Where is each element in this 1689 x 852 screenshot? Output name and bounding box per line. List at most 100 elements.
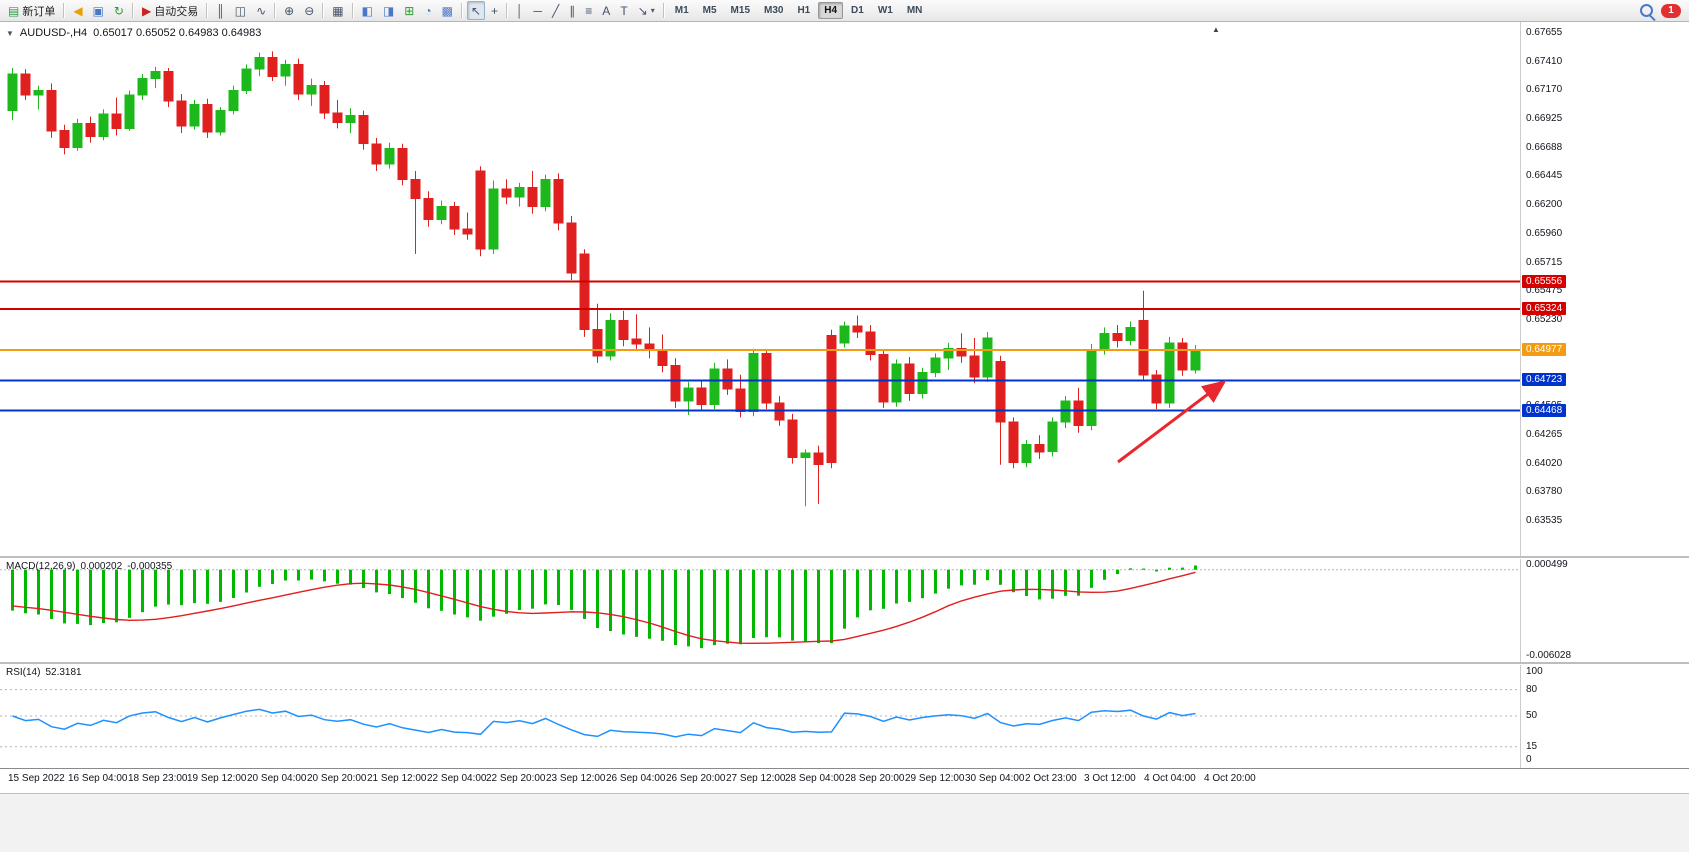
timeframe-m1-button[interactable]: M1 — [674, 5, 689, 16]
macd-histogram — [11, 565, 1197, 649]
rsi-indicator-chart[interactable] — [0, 664, 1520, 768]
candle — [85, 116, 96, 143]
timeframe-m15-button[interactable]: M15 — [730, 5, 750, 16]
macd-indicator-chart[interactable] — [0, 558, 1520, 662]
text-button[interactable]: A — [598, 1, 614, 20]
candle — [1060, 396, 1071, 429]
toolbar-separator — [460, 3, 463, 18]
chevron-down-icon[interactable]: ▼ — [6, 28, 14, 38]
panel-separator[interactable] — [0, 556, 1689, 559]
candle — [631, 314, 642, 352]
candlestick-mode-button[interactable]: ◫ — [231, 1, 250, 20]
price-axis-tick: 0.64505 — [1526, 400, 1563, 411]
auto-trading-button[interactable]: ▶ 自动交易 — [138, 1, 202, 20]
indicators-window-button[interactable]: ◧ — [358, 1, 377, 20]
trend-arrow[interactable] — [1117, 380, 1227, 464]
main-price-chart[interactable] — [0, 22, 1520, 556]
notification-badge[interactable]: 1 — [1661, 3, 1681, 18]
line-chart-mode-button[interactable]: ∿ — [252, 1, 270, 20]
objects-window-button[interactable]: ◨ — [379, 1, 398, 20]
price-axis-tick: 0.65960 — [1526, 228, 1563, 239]
candle — [345, 108, 356, 134]
bar-chart-mode-button[interactable]: ║ — [212, 1, 229, 20]
cursor-icon: ↖ — [470, 3, 482, 18]
search-icon[interactable] — [1640, 4, 1653, 17]
candle — [163, 68, 174, 108]
timeframe-m30-button[interactable]: M30 — [764, 5, 784, 16]
candle — [644, 327, 655, 359]
timeframe-mn-button[interactable]: MN — [906, 5, 923, 16]
arrows-tool-icon: ↘ — [637, 3, 648, 18]
template-button[interactable]: ▩ — [438, 1, 457, 20]
horizontal-line-button[interactable]: ─ — [530, 1, 547, 20]
refresh-button[interactable]: ↻ — [110, 1, 128, 20]
zoom-out-button[interactable]: ⊖ — [300, 1, 318, 20]
template-icon: ▩ — [441, 3, 453, 18]
alerts-button[interactable]: ◀ — [69, 1, 86, 20]
candles — [7, 51, 1201, 507]
text-label-button[interactable]: T — [616, 1, 631, 20]
price-axis-tick: 0.66445 — [1526, 170, 1563, 181]
zoom-in-icon: ⊕ — [284, 3, 295, 18]
add-indicator-button[interactable]: ⊞ — [400, 1, 418, 20]
time-axis-label: 16 Sep 04:00 — [68, 773, 128, 784]
timeframe-h4-button[interactable]: H4 — [818, 2, 844, 19]
time-axis[interactable]: 15 Sep 2022 16 Sep 04:00 18 Sep 23:00 19 Se… — [0, 768, 1689, 793]
candle — [371, 137, 382, 171]
candle — [358, 110, 369, 150]
candle — [618, 310, 629, 347]
arrows-tool-button[interactable]: ↘ ▾ — [634, 1, 659, 20]
refresh-icon: ↻ — [113, 3, 124, 18]
text-label-icon: T — [620, 3, 628, 18]
toolbar-separator — [206, 3, 209, 18]
timeframe-d1-button[interactable]: D1 — [851, 5, 864, 16]
candle — [1008, 417, 1019, 469]
cursor-button[interactable]: ↖ — [466, 1, 486, 20]
macd-axis-tick: -0.006028 — [1526, 650, 1572, 661]
trendline-button[interactable]: ╱ — [548, 1, 563, 20]
candle — [930, 353, 941, 378]
dropdown-caret-icon: ▾ — [650, 6, 655, 15]
add-indicator-icon: ⊞ — [404, 3, 415, 18]
candle — [150, 66, 161, 89]
macd-axis-tick: 0.000499 — [1526, 559, 1568, 570]
candle — [657, 334, 668, 373]
candle — [956, 333, 967, 363]
toolbar-buttons: ▤ 新订单 ◀ ▣ ↻ ▶ 自动交易 ║ ◫ ∿ ⊕ ⊖ ▦ ◧ ◨ ⊞ ◔ ▩ ↖ + │ ─ ╱ ∥ ≡ A T ↘ ▾ M1 M5 M1… — [0, 0, 929, 21]
toolbar-separator — [274, 3, 277, 18]
crosshair-button[interactable]: + — [487, 1, 502, 20]
price-axis-tick: 0.67170 — [1526, 84, 1563, 95]
tile-windows-button[interactable]: ▦ — [328, 1, 347, 20]
timeframe-h1-button[interactable]: H1 — [797, 5, 811, 16]
fibonacci-button[interactable]: ≡ — [581, 1, 596, 20]
terminal-button[interactable]: ▣ — [89, 1, 108, 20]
toolbar: ▤ 新订单 ◀ ▣ ↻ ▶ 自动交易 ║ ◫ ∿ ⊕ ⊖ ▦ ◧ ◨ ⊞ ◔ ▩ ↖ + │ ─ ╱ ∥ ≡ A T ↘ ▾ M1 M5 M1… — [0, 0, 1689, 22]
price-axis-tick: 0.64745 — [1526, 372, 1563, 383]
scroll-end-marker-icon[interactable]: ▲ — [1212, 25, 1220, 34]
vertical-line-button[interactable]: │ — [512, 1, 528, 20]
channel-button[interactable]: ∥ — [565, 1, 579, 20]
candle — [1086, 344, 1097, 431]
timeframe-w1-button[interactable]: W1 — [877, 5, 893, 16]
candle — [696, 379, 707, 411]
candle — [1164, 336, 1175, 408]
crosshair-icon: + — [491, 3, 499, 18]
auto-trading-icon: ▶ — [141, 3, 152, 18]
time-axis-label: 22 Sep 04:00 — [427, 773, 487, 784]
chart-symbol-label: ▼ AUDUSD-,H4 0.65017 0.65052 0.64983 0.6… — [6, 27, 261, 39]
timeframe-m5-button[interactable]: M5 — [702, 5, 717, 16]
time-axis-label: 3 Oct 12:00 — [1084, 773, 1136, 784]
candle — [475, 166, 486, 257]
candle — [397, 143, 408, 186]
toolbar-separator — [506, 3, 509, 18]
candle — [124, 90, 135, 131]
panel-separator[interactable] — [0, 662, 1689, 665]
price-line-tag: 0.65556 — [1522, 275, 1567, 288]
new-order-button[interactable]: ▤ 新订单 — [4, 1, 59, 20]
period-button[interactable]: ◔ — [420, 1, 435, 20]
new-order-icon: ▤ — [8, 3, 20, 18]
horn-icon: ◀ — [73, 3, 83, 18]
zoom-in-button[interactable]: ⊕ — [280, 1, 298, 20]
price-axis-tick: 0.65230 — [1526, 314, 1563, 325]
